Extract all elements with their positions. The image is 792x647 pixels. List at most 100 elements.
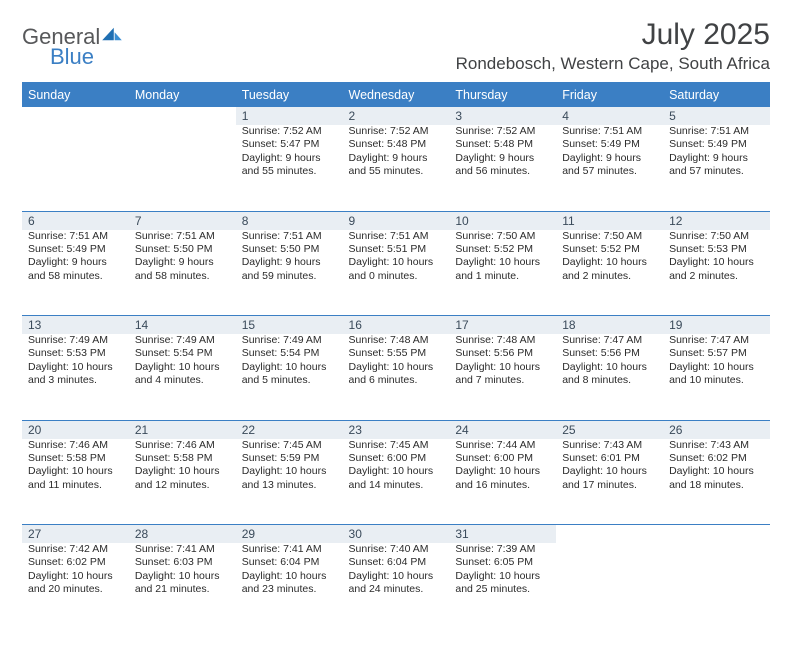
day-cell: Sunrise: 7:49 AMSunset: 5:54 PMDaylight:… xyxy=(236,334,343,420)
day-cell: Sunrise: 7:47 AMSunset: 5:56 PMDaylight:… xyxy=(556,334,663,420)
sunset-text: Sunset: 5:58 PM xyxy=(28,452,123,465)
day-cell: Sunrise: 7:51 AMSunset: 5:49 PMDaylight:… xyxy=(22,230,129,316)
sunrise-text: Sunrise: 7:48 AM xyxy=(349,334,444,347)
day-number xyxy=(663,525,770,544)
sunrise-text: Sunrise: 7:49 AM xyxy=(28,334,123,347)
day-cell: Sunrise: 7:47 AMSunset: 5:57 PMDaylight:… xyxy=(663,334,770,420)
day-cell xyxy=(129,125,236,211)
sunset-text: Sunset: 5:54 PM xyxy=(135,347,230,360)
daylight-text-1: Daylight: 10 hours xyxy=(455,465,550,478)
week-daynum-row: 6789101112 xyxy=(22,211,770,230)
sunset-text: Sunset: 6:00 PM xyxy=(455,452,550,465)
day-cell: Sunrise: 7:51 AMSunset: 5:51 PMDaylight:… xyxy=(343,230,450,316)
daylight-text-2: and 6 minutes. xyxy=(349,374,444,387)
day-number: 5 xyxy=(663,107,770,126)
day-number: 18 xyxy=(556,316,663,335)
daylight-text-2: and 24 minutes. xyxy=(349,583,444,596)
sunset-text: Sunset: 5:53 PM xyxy=(669,243,764,256)
daylight-text-1: Daylight: 9 hours xyxy=(242,152,337,165)
day-number: 15 xyxy=(236,316,343,335)
sunrise-text: Sunrise: 7:39 AM xyxy=(455,543,550,556)
daylight-text-1: Daylight: 10 hours xyxy=(135,570,230,583)
sunset-text: Sunset: 6:05 PM xyxy=(455,556,550,569)
daylight-text-1: Daylight: 10 hours xyxy=(562,361,657,374)
day-cell: Sunrise: 7:51 AMSunset: 5:49 PMDaylight:… xyxy=(663,125,770,211)
day-cell: Sunrise: 7:48 AMSunset: 5:56 PMDaylight:… xyxy=(449,334,556,420)
day-number xyxy=(129,107,236,126)
daylight-text-2: and 11 minutes. xyxy=(28,479,123,492)
day-cell: Sunrise: 7:43 AMSunset: 6:02 PMDaylight:… xyxy=(663,439,770,525)
sunrise-text: Sunrise: 7:52 AM xyxy=(242,125,337,138)
daylight-text-2: and 12 minutes. xyxy=(135,479,230,492)
day-number xyxy=(556,525,663,544)
daylight-text-2: and 3 minutes. xyxy=(28,374,123,387)
day-number: 28 xyxy=(129,525,236,544)
day-number: 27 xyxy=(22,525,129,544)
day-cell: Sunrise: 7:50 AMSunset: 5:53 PMDaylight:… xyxy=(663,230,770,316)
sunrise-text: Sunrise: 7:51 AM xyxy=(28,230,123,243)
daylight-text-2: and 1 minute. xyxy=(455,270,550,283)
daylight-text-1: Daylight: 9 hours xyxy=(349,152,444,165)
day-number: 30 xyxy=(343,525,450,544)
daylight-text-1: Daylight: 10 hours xyxy=(28,361,123,374)
month-title: July 2025 xyxy=(456,18,770,52)
sunset-text: Sunset: 5:49 PM xyxy=(669,138,764,151)
sunset-text: Sunset: 5:56 PM xyxy=(455,347,550,360)
daylight-text-1: Daylight: 10 hours xyxy=(669,256,764,269)
dayhead-sat: Saturday xyxy=(663,83,770,107)
day-cell: Sunrise: 7:39 AMSunset: 6:05 PMDaylight:… xyxy=(449,543,556,629)
day-number: 7 xyxy=(129,211,236,230)
sunset-text: Sunset: 5:47 PM xyxy=(242,138,337,151)
sunrise-text: Sunrise: 7:45 AM xyxy=(242,439,337,452)
daylight-text-1: Daylight: 9 hours xyxy=(455,152,550,165)
day-header-row: Sunday Monday Tuesday Wednesday Thursday… xyxy=(22,83,770,107)
sunset-text: Sunset: 5:48 PM xyxy=(349,138,444,151)
daylight-text-2: and 21 minutes. xyxy=(135,583,230,596)
sunset-text: Sunset: 6:03 PM xyxy=(135,556,230,569)
day-number: 20 xyxy=(22,420,129,439)
daylight-text-2: and 20 minutes. xyxy=(28,583,123,596)
daylight-text-1: Daylight: 10 hours xyxy=(28,465,123,478)
sunset-text: Sunset: 5:56 PM xyxy=(562,347,657,360)
daylight-text-2: and 56 minutes. xyxy=(455,165,550,178)
dayhead-tue: Tuesday xyxy=(236,83,343,107)
day-number: 11 xyxy=(556,211,663,230)
daylight-text-2: and 55 minutes. xyxy=(242,165,337,178)
sunrise-text: Sunrise: 7:41 AM xyxy=(242,543,337,556)
day-cell: Sunrise: 7:52 AMSunset: 5:47 PMDaylight:… xyxy=(236,125,343,211)
calendar-table: Sunday Monday Tuesday Wednesday Thursday… xyxy=(22,82,770,629)
dayhead-thu: Thursday xyxy=(449,83,556,107)
week-detail-row: Sunrise: 7:52 AMSunset: 5:47 PMDaylight:… xyxy=(22,125,770,211)
daylight-text-1: Daylight: 10 hours xyxy=(135,361,230,374)
daylight-text-2: and 2 minutes. xyxy=(562,270,657,283)
daylight-text-1: Daylight: 10 hours xyxy=(242,361,337,374)
day-number: 10 xyxy=(449,211,556,230)
dayhead-fri: Friday xyxy=(556,83,663,107)
daylight-text-1: Daylight: 10 hours xyxy=(28,570,123,583)
sunrise-text: Sunrise: 7:40 AM xyxy=(349,543,444,556)
daylight-text-2: and 4 minutes. xyxy=(135,374,230,387)
sunrise-text: Sunrise: 7:46 AM xyxy=(28,439,123,452)
day-number: 4 xyxy=(556,107,663,126)
sunset-text: Sunset: 5:52 PM xyxy=(562,243,657,256)
sunset-text: Sunset: 5:50 PM xyxy=(135,243,230,256)
day-number: 17 xyxy=(449,316,556,335)
daylight-text-1: Daylight: 10 hours xyxy=(562,256,657,269)
title-block: July 2025 Rondebosch, Western Cape, Sout… xyxy=(456,18,770,74)
day-cell: Sunrise: 7:49 AMSunset: 5:54 PMDaylight:… xyxy=(129,334,236,420)
day-number: 23 xyxy=(343,420,450,439)
daylight-text-2: and 57 minutes. xyxy=(669,165,764,178)
daylight-text-1: Daylight: 9 hours xyxy=(242,256,337,269)
sunrise-text: Sunrise: 7:50 AM xyxy=(455,230,550,243)
dayhead-wed: Wednesday xyxy=(343,83,450,107)
day-cell xyxy=(663,543,770,629)
daylight-text-2: and 23 minutes. xyxy=(242,583,337,596)
daylight-text-2: and 10 minutes. xyxy=(669,374,764,387)
day-number xyxy=(22,107,129,126)
sunset-text: Sunset: 6:02 PM xyxy=(669,452,764,465)
day-cell: Sunrise: 7:40 AMSunset: 6:04 PMDaylight:… xyxy=(343,543,450,629)
daylight-text-1: Daylight: 10 hours xyxy=(562,465,657,478)
daylight-text-2: and 17 minutes. xyxy=(562,479,657,492)
day-cell: Sunrise: 7:51 AMSunset: 5:50 PMDaylight:… xyxy=(129,230,236,316)
week-daynum-row: 20212223242526 xyxy=(22,420,770,439)
